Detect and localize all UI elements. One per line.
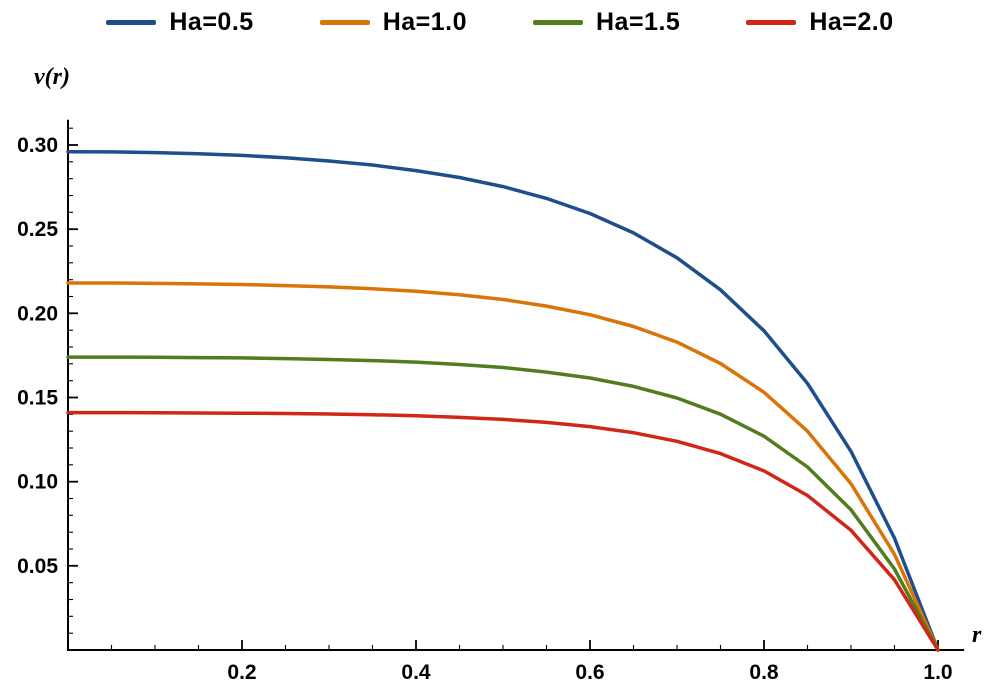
y-tick-label: 0.05 [17,555,58,578]
curve-ha-1.0 [66,281,940,652]
legend-item: Ha=1.5 [533,8,680,37]
legend-line-swatch [533,20,583,25]
axes-frame [67,119,965,651]
x-tick-label: 1.0 [923,661,952,684]
y-axis-title: v(r) [34,64,70,90]
legend-label: Ha=1.5 [596,8,681,36]
legend-line-swatch [319,20,370,25]
y-tick-label: 0.30 [17,134,58,157]
legend: Ha=0.5 Ha=1.0 Ha=1.5 Ha=2.0 [0,8,1000,37]
legend-label: Ha=2.0 [809,8,894,36]
curve-ha-2.0 [66,410,940,652]
curve-ha-1.5 [66,355,940,652]
legend-item: Ha=2.0 [746,8,893,37]
y-tick-label: 0.10 [17,471,58,494]
legend-line-swatch [746,20,797,25]
legend-item: Ha=1.0 [319,8,467,37]
legend-label: Ha=0.5 [169,8,254,36]
x-tick-label: 0.4 [401,661,431,684]
curve-ha-0.5 [66,149,940,652]
x-tick-label: 0.6 [575,661,604,684]
x-tick-label: 0.2 [227,661,256,684]
y-tick-label: 0.25 [17,218,58,241]
legend-label: Ha=1.0 [382,8,467,36]
x-axis-title: r [972,622,982,648]
legend-line-swatch [106,20,157,25]
y-tick-label: 0.15 [17,387,58,410]
y-tick-label: 0.20 [17,302,58,325]
x-tick-label: 0.8 [749,661,779,684]
legend-item: Ha=0.5 [106,8,253,37]
